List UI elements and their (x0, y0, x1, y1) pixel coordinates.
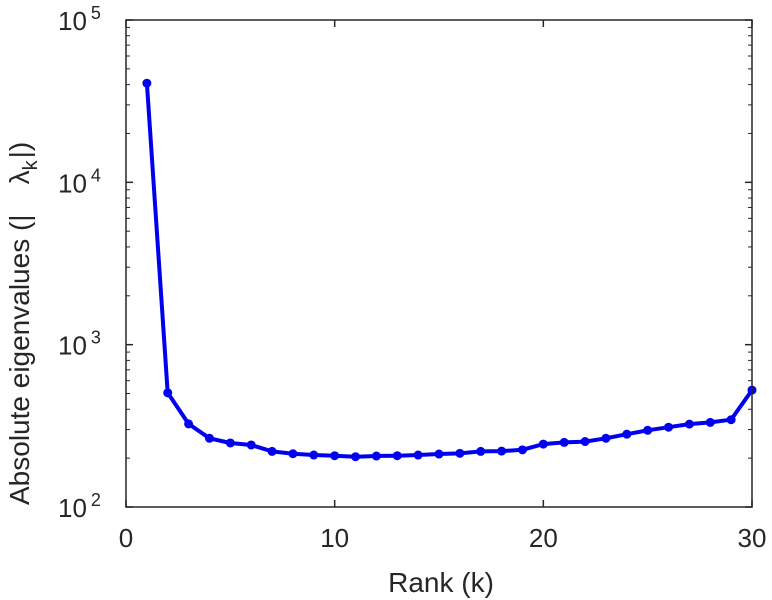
data-point (142, 78, 152, 88)
data-point (267, 446, 277, 456)
x-tick-label: 30 (738, 523, 767, 553)
y-axis-label: Absolute eigenvalues (|λk|) (4, 142, 42, 505)
data-point (559, 437, 569, 447)
data-point (538, 439, 548, 449)
data-point (309, 450, 319, 460)
data-point (455, 448, 465, 458)
data-point (246, 440, 256, 450)
data-point (413, 450, 423, 460)
data-point (643, 425, 653, 435)
data-point (684, 419, 694, 429)
data-point (622, 429, 632, 439)
plot-frame (125, 19, 753, 508)
data-point (705, 417, 715, 427)
data-point (330, 451, 340, 461)
data-point (601, 433, 611, 443)
data-point (497, 446, 507, 456)
series-layer (142, 78, 757, 462)
series-line (144, 83, 754, 459)
data-point (434, 449, 444, 459)
x-tick-label: 20 (529, 523, 558, 553)
x-tick-label: 0 (119, 523, 133, 553)
y-tick-label: 10 4 (58, 165, 101, 198)
data-point (371, 451, 381, 461)
x-axis-label: Rank (k) (388, 567, 494, 598)
data-point (184, 419, 194, 429)
data-point (517, 445, 527, 455)
data-point (726, 415, 736, 425)
data-point (288, 449, 298, 459)
data-point (392, 451, 402, 461)
data-point (476, 446, 486, 456)
data-point (204, 433, 214, 443)
y-tick-label: 10 2 (58, 490, 101, 523)
x-tick-label: 10 (320, 523, 349, 553)
data-point (225, 438, 235, 448)
data-point (664, 422, 674, 432)
data-point (163, 388, 173, 398)
y-tick-label: 10 3 (58, 328, 101, 361)
ticks-layer (125, 19, 753, 508)
y-tick-label: 10 5 (58, 3, 101, 36)
data-point (351, 452, 361, 462)
data-point (580, 437, 590, 447)
